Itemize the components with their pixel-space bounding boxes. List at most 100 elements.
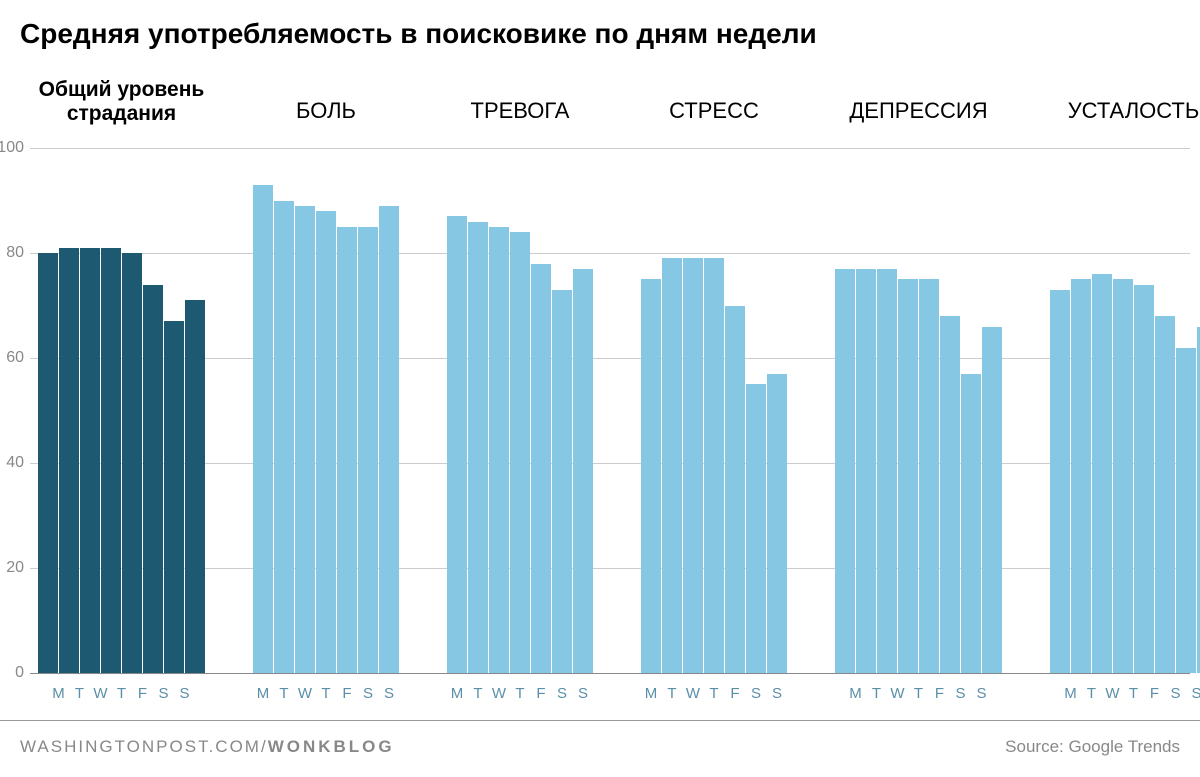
group-label-fatigue: УСТАЛОСТЬ [1068, 98, 1200, 124]
x-tick-label: F [531, 685, 551, 702]
bar [489, 227, 509, 673]
x-tick-label: T [274, 685, 294, 702]
group-label-overall: Общий уровеньстрадания [39, 78, 205, 126]
x-tick-label: T [662, 685, 682, 702]
x-tick-label: F [725, 685, 745, 702]
x-tick-label: S [552, 685, 572, 702]
bar [337, 227, 357, 673]
bar [531, 264, 551, 674]
bar [641, 279, 661, 673]
bar [961, 374, 981, 673]
bar [746, 384, 766, 673]
bar [662, 258, 682, 673]
bar [877, 269, 897, 673]
x-tick-label: S [175, 685, 195, 702]
bar [919, 279, 939, 673]
bar [1050, 290, 1070, 673]
bar [253, 185, 273, 673]
x-tick-label: T [316, 685, 336, 702]
x-tick-label: M [1061, 685, 1081, 702]
bar [704, 258, 724, 673]
group-label-stress: СТРЕСС [669, 98, 759, 124]
bar [552, 290, 572, 673]
bar [982, 327, 1002, 674]
x-tick-group: MTWTFSS [1061, 685, 1200, 702]
y-tick-label: 60 [6, 349, 24, 367]
bar-group-pain [253, 148, 399, 673]
x-tick-label: W [91, 685, 111, 702]
bar [122, 253, 142, 673]
group-label-pain: БОЛЬ [296, 98, 356, 124]
y-tick-label: 0 [15, 664, 24, 682]
x-tick-label: W [295, 685, 315, 702]
x-tick-label: M [253, 685, 273, 702]
group-label-depression: ДЕПРЕССИЯ [849, 98, 987, 124]
bar [1134, 285, 1154, 674]
bar [295, 206, 315, 673]
footer: WASHINGTONPOST.COM/WONKBLOG Source: Goog… [0, 720, 1200, 777]
x-tick-label: T [909, 685, 929, 702]
x-tick-group: MTWTFSS [846, 685, 1013, 702]
chart-title: Средняя употребляемость в поисковике по … [0, 0, 1200, 58]
y-tick-label: 20 [6, 559, 24, 577]
x-tick-label: T [704, 685, 724, 702]
bar [1176, 348, 1196, 674]
chart-container: Средняя употребляемость в поисковике по … [0, 0, 1200, 777]
x-tick-label: T [510, 685, 530, 702]
x-tick-label: M [846, 685, 866, 702]
x-tick-label: T [468, 685, 488, 702]
x-tick-label: W [683, 685, 703, 702]
bar [59, 248, 79, 673]
bar [1155, 316, 1175, 673]
bar-group-fatigue [1050, 148, 1200, 673]
x-tick-label: F [133, 685, 153, 702]
bar [80, 248, 100, 673]
footer-source-left: WASHINGTONPOST.COM/WONKBLOG [20, 737, 395, 757]
footer-source-right: Source: Google Trends [1005, 737, 1180, 757]
bar [379, 206, 399, 673]
bar [185, 300, 205, 673]
x-tick-label: T [112, 685, 132, 702]
x-tick-label: M [49, 685, 69, 702]
bar [358, 227, 378, 673]
x-tick-label: S [358, 685, 378, 702]
x-tick-label: T [1082, 685, 1102, 702]
bar [468, 222, 488, 674]
group-label-anxiety: ТРЕВОГА [471, 98, 570, 124]
x-tick-label: T [70, 685, 90, 702]
x-tick-label: T [1124, 685, 1144, 702]
x-tick-label: M [447, 685, 467, 702]
x-tick-label: S [746, 685, 766, 702]
x-tick-label: S [573, 685, 593, 702]
x-tick-label: S [1187, 685, 1200, 702]
y-tick-label: 40 [6, 454, 24, 472]
x-tick-label: S [972, 685, 992, 702]
x-tick-group: MTWTFSS [253, 685, 399, 702]
bar-group-stress [641, 148, 787, 673]
bar-group-overall [38, 148, 205, 673]
x-tick-group: MTWTFSS [447, 685, 593, 702]
y-tick-label: 100 [0, 139, 24, 157]
x-tick-label: S [951, 685, 971, 702]
x-tick-label: F [337, 685, 357, 702]
footer-blog: WONKBLOG [268, 737, 395, 756]
bar [143, 285, 163, 674]
bar [1092, 274, 1112, 673]
bar [101, 248, 121, 673]
x-axis-labels: MTWTFSSMTWTFSSMTWTFSSMTWTFSSMTWTFSSMTWTF… [30, 678, 1190, 702]
x-tick-label: W [489, 685, 509, 702]
bar [164, 321, 184, 673]
x-tick-label: M [641, 685, 661, 702]
x-tick-label: S [1166, 685, 1186, 702]
x-tick-label: F [1145, 685, 1165, 702]
y-tick-label: 80 [6, 244, 24, 262]
group-labels-row: Общий уровеньстрадания БОЛЬ ТРЕВОГА СТРЕСС Д… [0, 58, 1200, 128]
x-tick-label: S [767, 685, 787, 702]
x-tick-label: S [154, 685, 174, 702]
bar [898, 279, 918, 673]
bar [573, 269, 593, 673]
bar [725, 306, 745, 674]
bar-group-depression [835, 148, 1002, 673]
bar [767, 374, 787, 673]
x-tick-label: T [867, 685, 887, 702]
